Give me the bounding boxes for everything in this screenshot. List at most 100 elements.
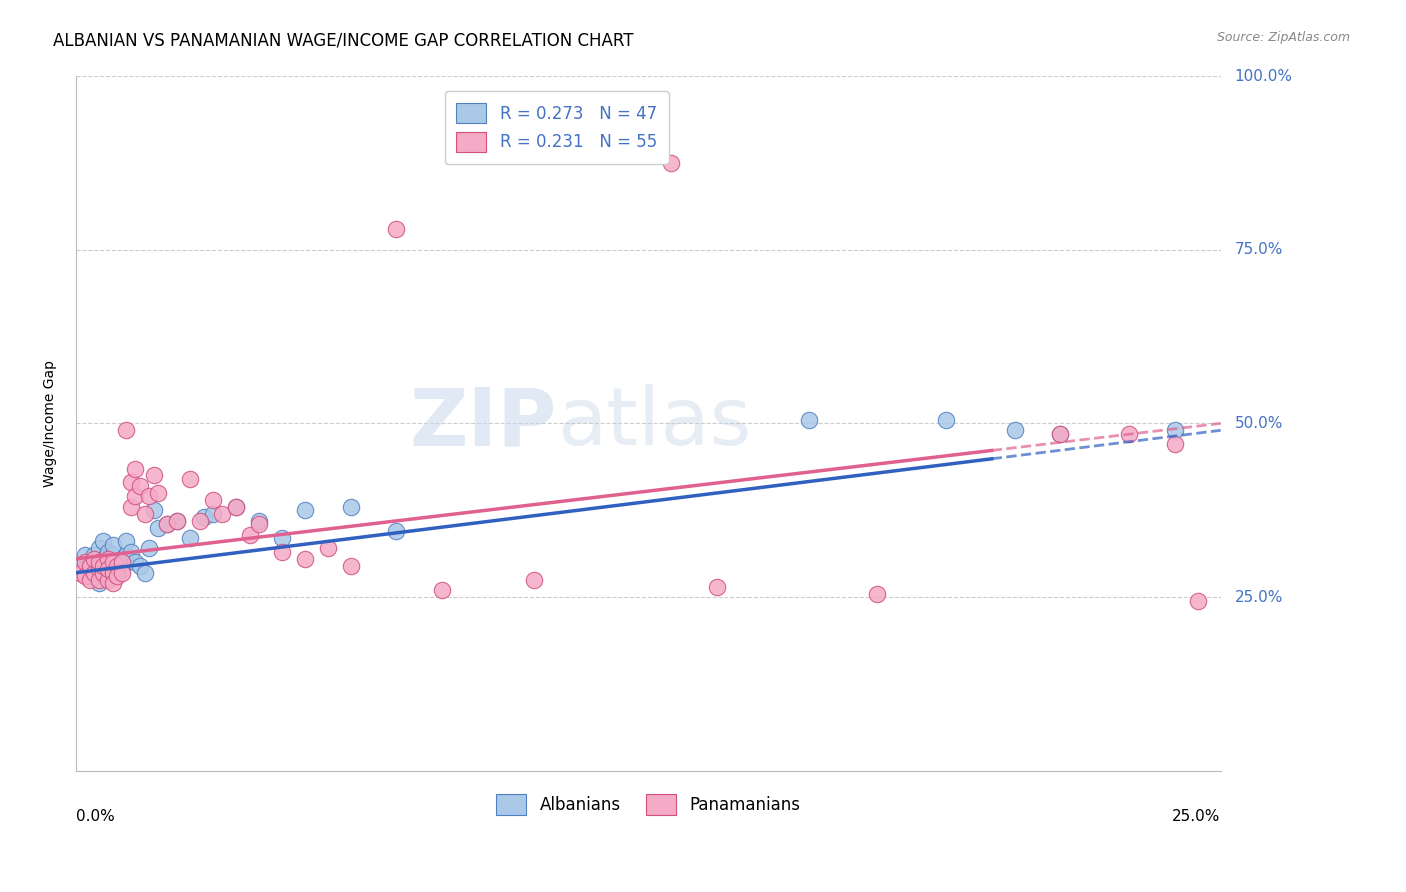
Point xyxy=(87,555,110,569)
Point xyxy=(69,566,91,580)
Point xyxy=(97,545,120,559)
Point xyxy=(138,489,160,503)
Point xyxy=(1164,423,1187,437)
Text: atlas: atlas xyxy=(557,384,751,462)
Point xyxy=(87,573,110,587)
Point xyxy=(339,558,361,573)
Point xyxy=(1049,426,1071,441)
Point xyxy=(101,549,124,563)
Point xyxy=(87,541,110,556)
Point xyxy=(124,555,146,569)
Point xyxy=(432,583,454,598)
Point xyxy=(79,569,101,583)
Point xyxy=(93,566,115,580)
Point xyxy=(148,520,170,534)
Point xyxy=(706,580,728,594)
Point xyxy=(188,514,211,528)
Point xyxy=(73,569,96,583)
Point xyxy=(120,500,142,514)
Point xyxy=(87,562,110,576)
Point xyxy=(659,156,682,170)
Point xyxy=(97,551,120,566)
Point xyxy=(115,534,138,549)
Point xyxy=(115,423,138,437)
Point xyxy=(1164,437,1187,451)
Text: 100.0%: 100.0% xyxy=(1234,69,1292,84)
Point xyxy=(211,507,233,521)
Y-axis label: Wage/Income Gap: Wage/Income Gap xyxy=(44,359,58,487)
Point xyxy=(202,507,225,521)
Point xyxy=(83,566,105,580)
Point xyxy=(148,486,170,500)
Point xyxy=(866,586,889,600)
Point xyxy=(105,555,128,569)
Point xyxy=(87,558,110,573)
Point xyxy=(93,558,115,573)
Point xyxy=(239,527,262,541)
Point xyxy=(93,534,115,549)
Point xyxy=(83,551,105,566)
Point xyxy=(271,531,294,545)
Point xyxy=(105,569,128,583)
Point xyxy=(83,566,105,580)
Point xyxy=(523,573,546,587)
Point xyxy=(97,562,120,576)
Point xyxy=(101,558,124,573)
Text: 25.0%: 25.0% xyxy=(1234,590,1282,605)
Point xyxy=(193,510,215,524)
Point xyxy=(93,562,115,576)
Point xyxy=(1118,426,1140,441)
Point xyxy=(1049,426,1071,441)
Point xyxy=(339,500,361,514)
Point xyxy=(166,514,188,528)
Point xyxy=(105,566,128,580)
Point xyxy=(179,531,201,545)
Point xyxy=(101,538,124,552)
Point xyxy=(138,541,160,556)
Point xyxy=(120,545,142,559)
Point xyxy=(797,413,820,427)
Point xyxy=(120,475,142,490)
Text: ALBANIAN VS PANAMANIAN WAGE/INCOME GAP CORRELATION CHART: ALBANIAN VS PANAMANIAN WAGE/INCOME GAP C… xyxy=(53,31,634,49)
Point xyxy=(129,558,152,573)
Point xyxy=(1187,593,1209,607)
Point xyxy=(111,562,134,576)
Point xyxy=(111,551,134,566)
Point xyxy=(73,555,96,569)
Point xyxy=(134,566,156,580)
Point xyxy=(935,413,957,427)
Point xyxy=(105,558,128,573)
Point xyxy=(134,507,156,521)
Point xyxy=(142,503,165,517)
Point xyxy=(156,517,179,532)
Point xyxy=(111,566,134,580)
Point xyxy=(111,555,134,569)
Point xyxy=(101,555,124,569)
Point xyxy=(1004,423,1026,437)
Point xyxy=(202,492,225,507)
Point xyxy=(129,479,152,493)
Text: 50.0%: 50.0% xyxy=(1234,416,1282,431)
Point xyxy=(73,549,96,563)
Point xyxy=(316,541,339,556)
Point xyxy=(124,489,146,503)
Point xyxy=(247,517,270,532)
Point xyxy=(179,472,201,486)
Point xyxy=(97,569,120,583)
Text: 75.0%: 75.0% xyxy=(1234,243,1282,257)
Point xyxy=(97,573,120,587)
Point xyxy=(156,517,179,532)
Text: Source: ZipAtlas.com: Source: ZipAtlas.com xyxy=(1216,31,1350,45)
Point xyxy=(385,222,408,236)
Point xyxy=(79,573,101,587)
Point xyxy=(93,551,115,566)
Point xyxy=(294,551,316,566)
Point xyxy=(271,545,294,559)
Legend: Albanians, Panamanians: Albanians, Panamanians xyxy=(489,788,807,822)
Text: ZIP: ZIP xyxy=(409,384,557,462)
Point xyxy=(385,524,408,538)
Point xyxy=(101,576,124,591)
Point xyxy=(225,500,247,514)
Point xyxy=(294,503,316,517)
Point xyxy=(166,514,188,528)
